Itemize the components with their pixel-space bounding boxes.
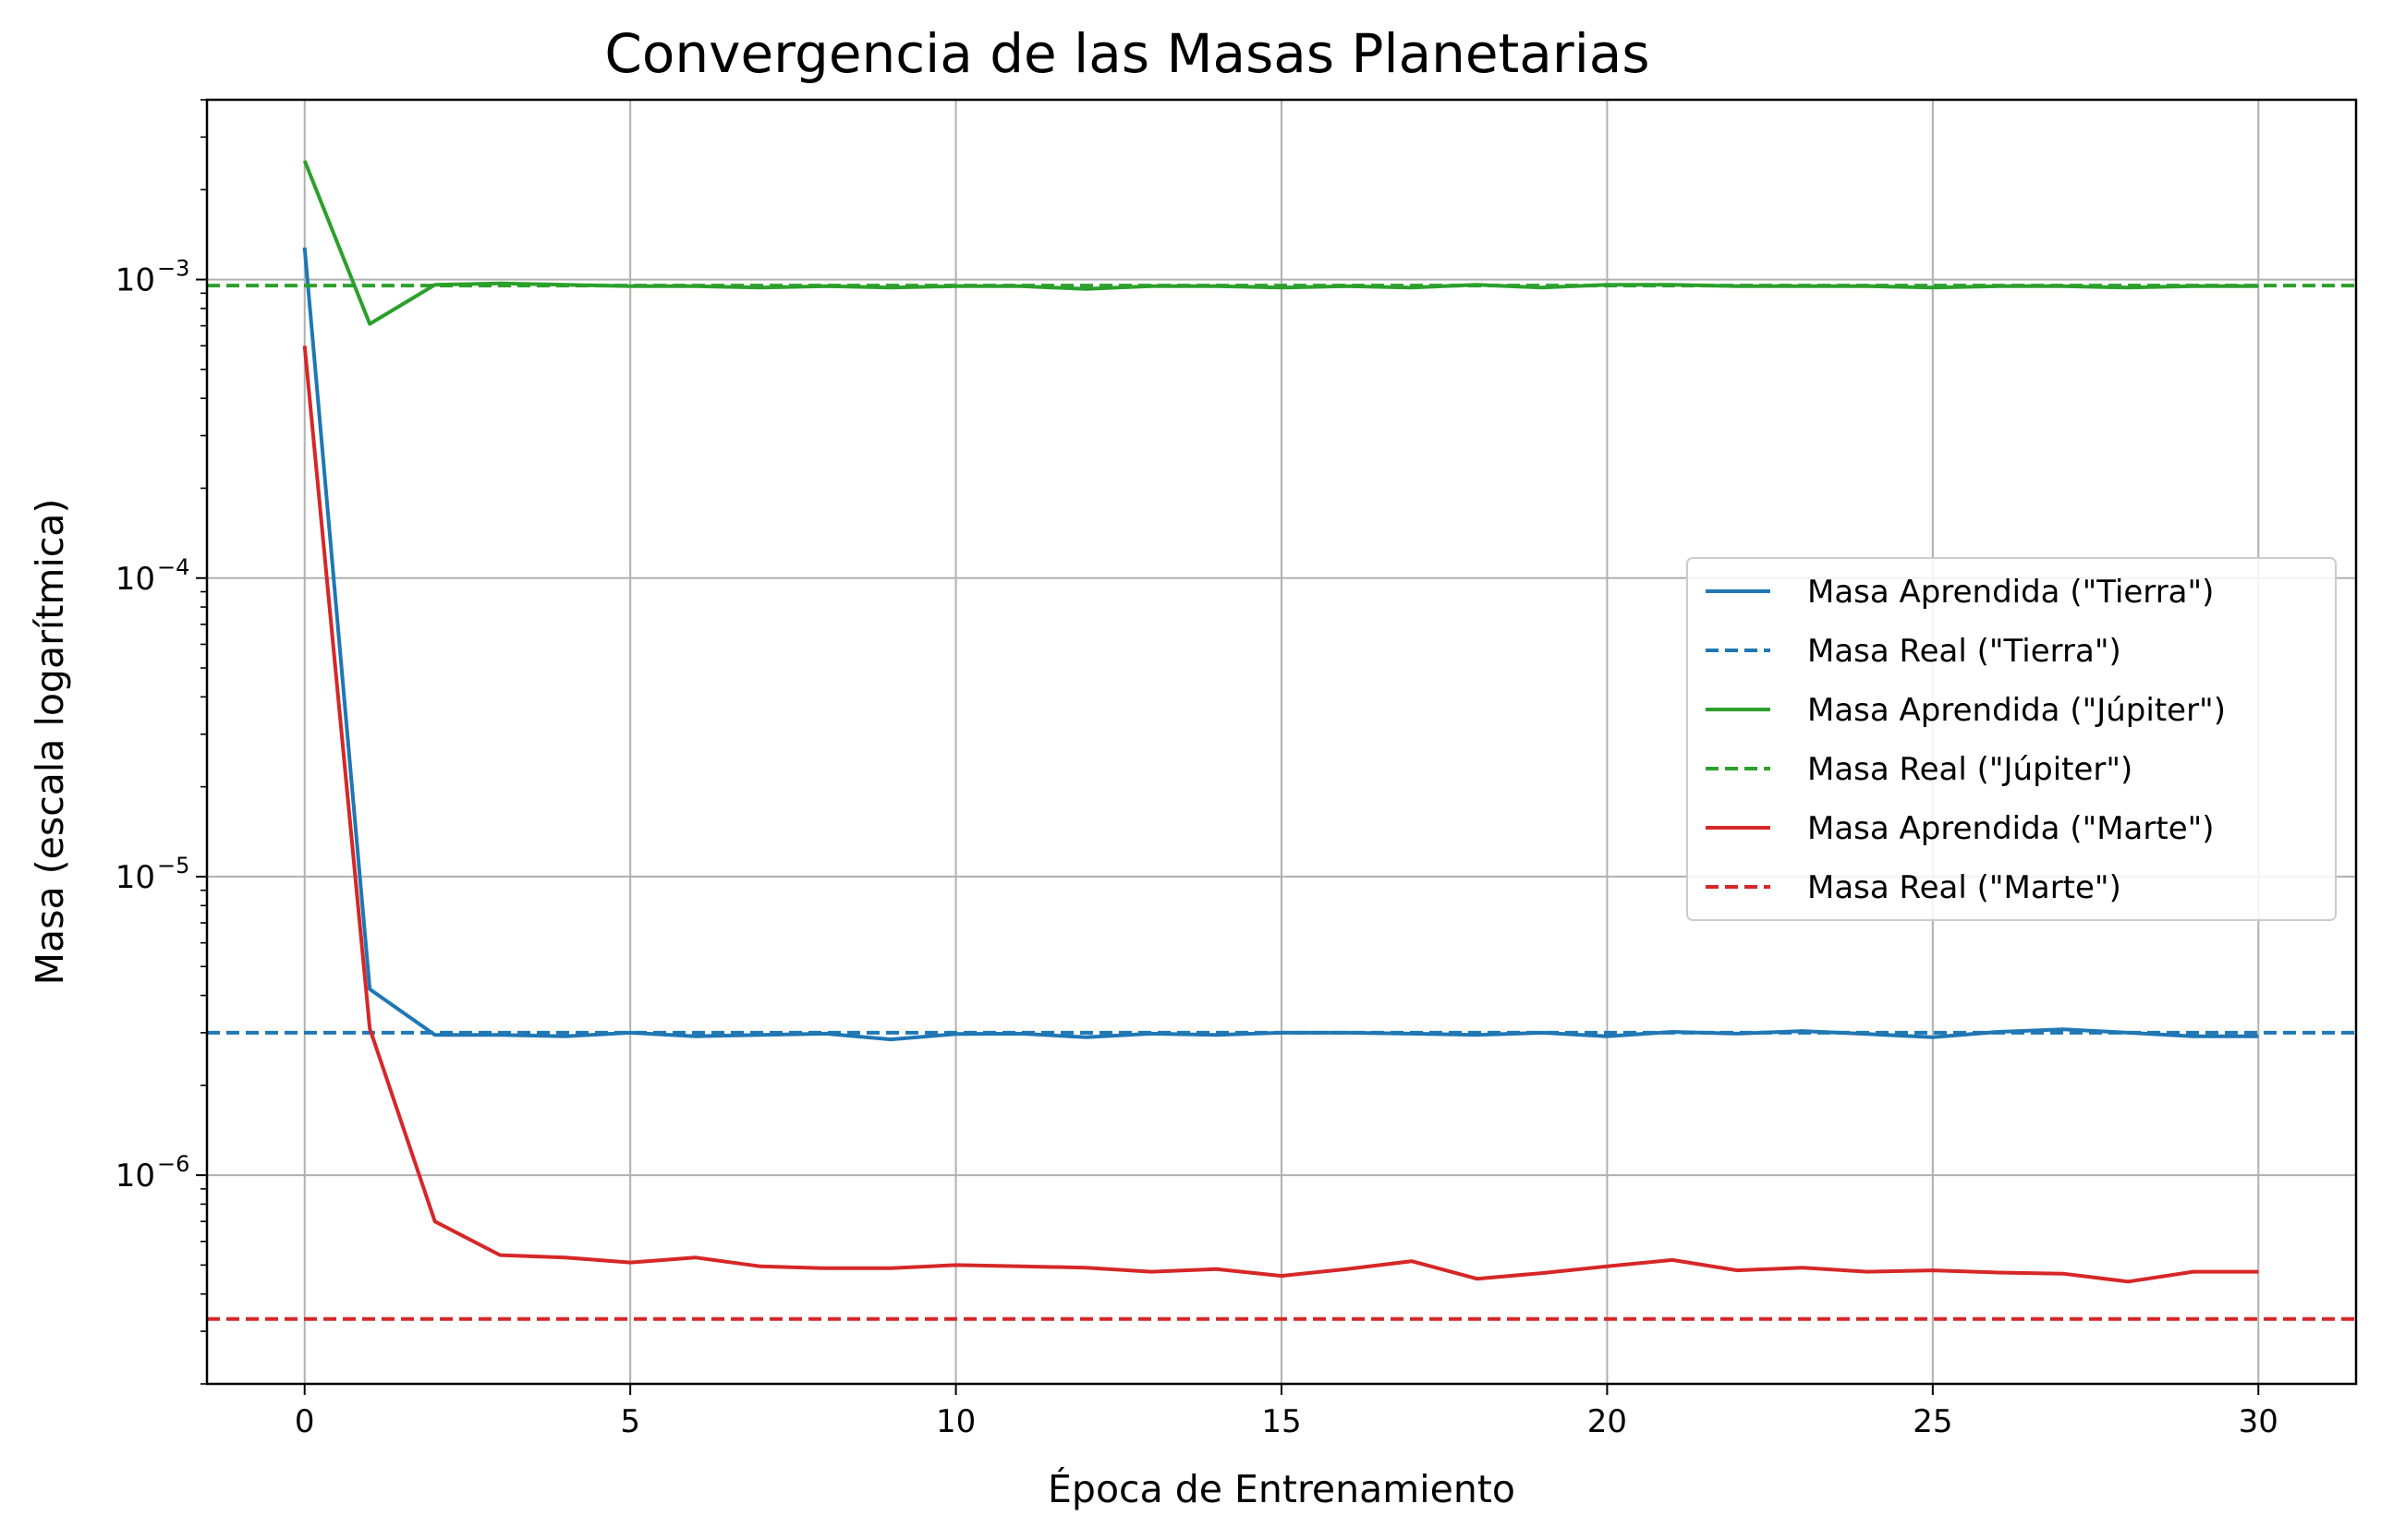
- x-axis-ticks: 0 5 10 15 20 25 30: [295, 1384, 2278, 1440]
- x-tick-label: 25: [1913, 1403, 1952, 1440]
- y-tick-label: 10: [115, 859, 155, 896]
- series-4-line: [302, 346, 2259, 1284]
- x-axis-label: Época de Entrenamiento: [1048, 1467, 1515, 1511]
- x-tick-label: 20: [1587, 1403, 1627, 1440]
- x-tick-label: 0: [295, 1403, 315, 1440]
- legend-box: [1686, 557, 2337, 921]
- y-tick-exponent: −6: [157, 1151, 189, 1177]
- y-axis-label: Masa (escala logarítmica): [28, 499, 72, 986]
- legend-entry-label: Masa Real ("Marte"): [1807, 869, 2121, 906]
- y-tick-label: 10: [115, 1158, 155, 1194]
- y-tick-label: 10: [115, 262, 155, 299]
- y-axis-ticks: 10−610−510−410−3: [115, 99, 207, 1385]
- y-tick-exponent: −4: [157, 554, 189, 580]
- legend-entry-label: Masa Aprendida ("Marte"): [1807, 810, 2215, 847]
- legend-items: Masa Aprendida ("Tierra") Masa Real ("Tie…: [1706, 574, 2226, 906]
- series-2-line: [302, 160, 2259, 326]
- x-tick-label: 5: [620, 1403, 640, 1440]
- y-tick-base: 10: [115, 561, 155, 598]
- x-tick-label: 10: [936, 1403, 976, 1440]
- y-tick-base: 10: [115, 1158, 155, 1194]
- y-tick-base: 10: [115, 262, 155, 299]
- y-tick-base: 10: [115, 859, 155, 896]
- legend-entry-label: Masa Aprendida ("Tierra"): [1807, 574, 2214, 611]
- legend: Masa Aprendida ("Tierra") Masa Real ("Tie…: [1686, 557, 2337, 921]
- legend-entry-label: Masa Real ("Júpiter"): [1807, 751, 2132, 788]
- y-tick-exponent: −3: [157, 256, 189, 282]
- chart-title: Convergencia de las Masas Planetarias: [604, 22, 1649, 85]
- legend-entry-label: Masa Aprendida ("Júpiter"): [1807, 692, 2226, 729]
- series-layer: [207, 160, 2356, 1321]
- legend-entry-label: Masa Real ("Tierra"): [1807, 633, 2121, 670]
- x-tick-label: 15: [1261, 1403, 1301, 1440]
- y-tick-label: 10: [115, 561, 155, 598]
- y-tick-exponent: −5: [157, 853, 189, 879]
- x-tick-label: 30: [2239, 1403, 2278, 1440]
